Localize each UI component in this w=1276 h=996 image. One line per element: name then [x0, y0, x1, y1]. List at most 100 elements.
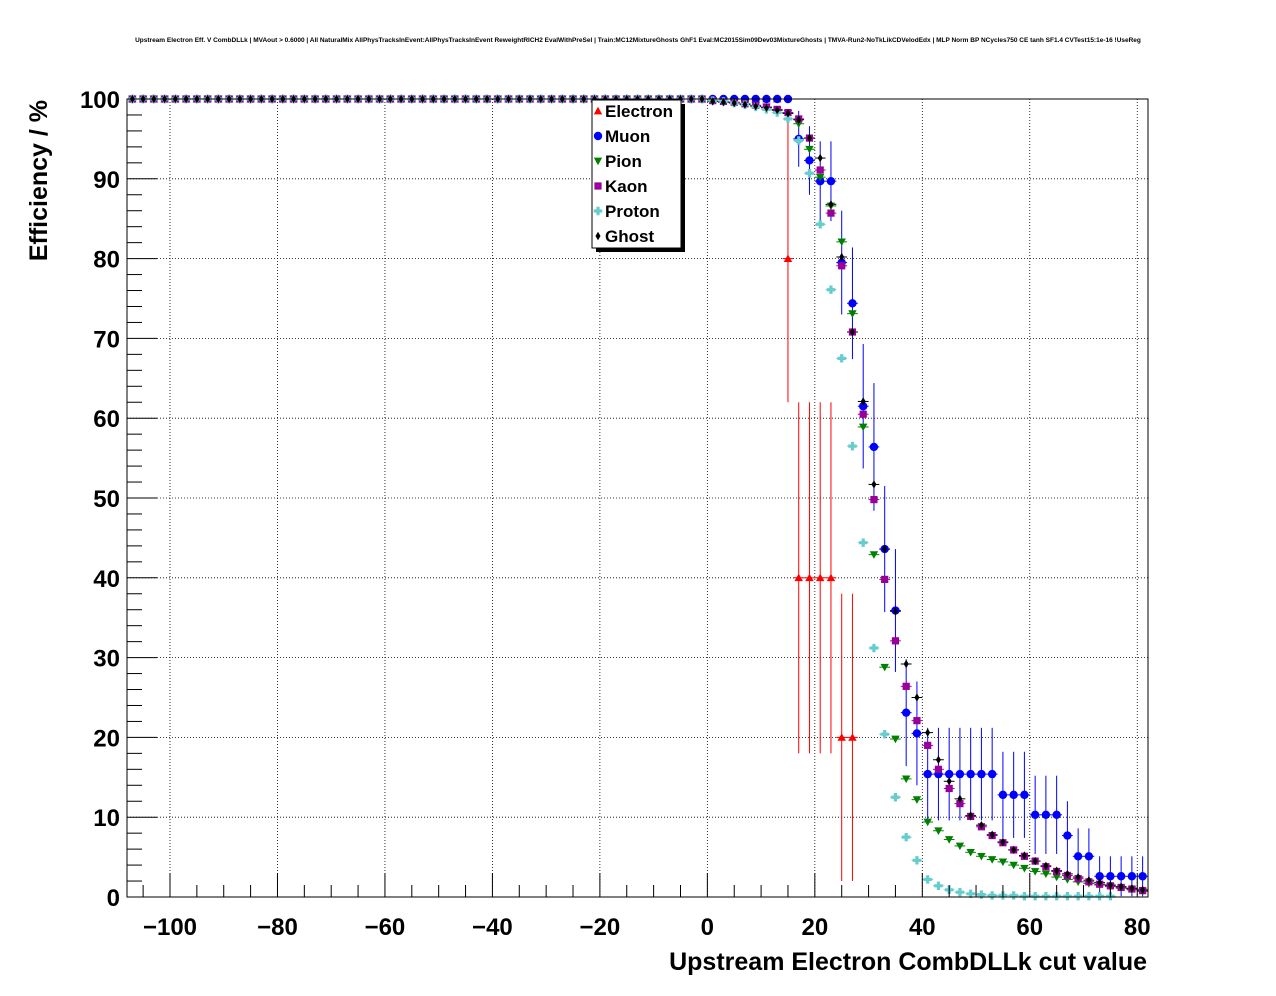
pion-point: [1030, 868, 1040, 876]
pion-point: [955, 842, 965, 851]
electron-point: [783, 254, 793, 262]
pion-point: [987, 856, 997, 864]
ghost-point: [1043, 861, 1049, 871]
muon-point: [1009, 790, 1018, 800]
ghost-point: [1086, 876, 1092, 885]
x-axis-title: Upstream Electron CombDLLk cut value: [669, 948, 1147, 976]
pion-point: [966, 848, 975, 857]
electron-point: [826, 573, 836, 582]
ghost-point: [957, 794, 963, 804]
y-tick-labels: 0 10 20 30 40 50 60 70 80 90 100: [80, 87, 120, 912]
ghost-point: [806, 133, 812, 143]
ghost-point: [914, 693, 920, 702]
electron-point: [848, 733, 857, 741]
ghost-point: [1118, 882, 1124, 891]
muon-point: [1084, 852, 1094, 861]
proton-point: [891, 793, 900, 802]
pion-point: [858, 423, 868, 432]
ghost-point: [720, 97, 726, 107]
x-tick-label: 0: [701, 914, 714, 941]
x-tick-label: −60: [365, 914, 406, 941]
proton-point: [966, 889, 975, 899]
ghost-point: [1021, 851, 1027, 860]
ghost-point: [925, 728, 931, 737]
muon-point: [1041, 810, 1051, 820]
ghost-point: [1054, 866, 1060, 875]
kaon-point: [816, 166, 824, 174]
kaon-point: [945, 784, 953, 793]
ghost-point: [903, 659, 909, 669]
legend-marker-proton: [593, 206, 603, 216]
x-tick-label: −40: [472, 914, 513, 941]
proton-point: [955, 888, 965, 897]
x-tick-label: 80: [1124, 914, 1151, 941]
proton-point: [837, 354, 846, 363]
muon-point: [977, 769, 986, 779]
y-tick-label: 60: [93, 406, 120, 433]
proton-point: [1095, 892, 1104, 901]
pion-point: [934, 827, 943, 835]
muon-point: [826, 176, 836, 186]
electron-point: [794, 573, 803, 582]
proton-point: [987, 891, 997, 900]
proton-point: [977, 890, 986, 899]
proton-point: [1073, 892, 1083, 901]
y-tick-label: 70: [93, 326, 120, 353]
pion-point: [901, 775, 911, 784]
proton-point: [880, 730, 889, 739]
ghost-point: [946, 777, 952, 786]
muon-point: [1095, 872, 1104, 881]
x-tick-label: −20: [580, 914, 621, 941]
ghost-point: [1097, 878, 1103, 887]
electron-point: [837, 733, 846, 741]
legend-marker-pion: [593, 157, 603, 166]
y-tick-label: 10: [93, 805, 120, 832]
ghost-point: [1032, 856, 1038, 866]
muon-point: [1063, 831, 1072, 840]
ghost-point: [989, 830, 995, 839]
proton-point: [1030, 892, 1040, 901]
ghost-point: [731, 98, 737, 108]
x-tick-label: 20: [801, 914, 828, 941]
pion-point: [891, 735, 900, 744]
muon-point: [858, 402, 868, 411]
pion-point: [848, 310, 857, 318]
muon-point: [987, 769, 997, 779]
ghost-point: [763, 103, 769, 112]
proton-point: [1009, 891, 1018, 900]
y-tick-label: 30: [93, 646, 120, 673]
pion-point: [998, 858, 1008, 867]
legend-marker-kaon: [594, 182, 602, 190]
kaon-point: [924, 741, 932, 749]
muon-point: [848, 299, 857, 308]
kaon-point: [838, 262, 846, 270]
muon-point: [1127, 872, 1137, 881]
muon-point: [944, 769, 954, 779]
y-tick-label: 90: [93, 167, 120, 194]
ghost-point: [849, 327, 855, 337]
ghost-point: [935, 755, 941, 764]
kaon-point: [902, 682, 910, 690]
ghost-point: [742, 100, 748, 109]
ghost-point: [1129, 884, 1135, 893]
muon-point: [1030, 810, 1040, 820]
proton-point: [1084, 892, 1094, 901]
x-tick-label: −80: [257, 914, 298, 941]
y-axis-title: Efficiency / %: [25, 100, 53, 261]
muon-point: [1073, 852, 1083, 861]
proton-point: [923, 875, 932, 884]
pion-point: [1009, 861, 1018, 870]
proton-point: [1041, 892, 1051, 901]
proton-point: [826, 285, 836, 294]
muon-point: [869, 442, 879, 452]
ghost-point: [871, 480, 877, 489]
electron-point: [816, 573, 825, 582]
ghost-point: [785, 109, 791, 118]
pion-point: [816, 173, 825, 182]
muon-point: [1138, 872, 1147, 881]
ghost-point: [882, 544, 888, 554]
legend-box: [591, 99, 682, 249]
muon-point: [966, 769, 975, 779]
proton-point: [901, 832, 911, 842]
